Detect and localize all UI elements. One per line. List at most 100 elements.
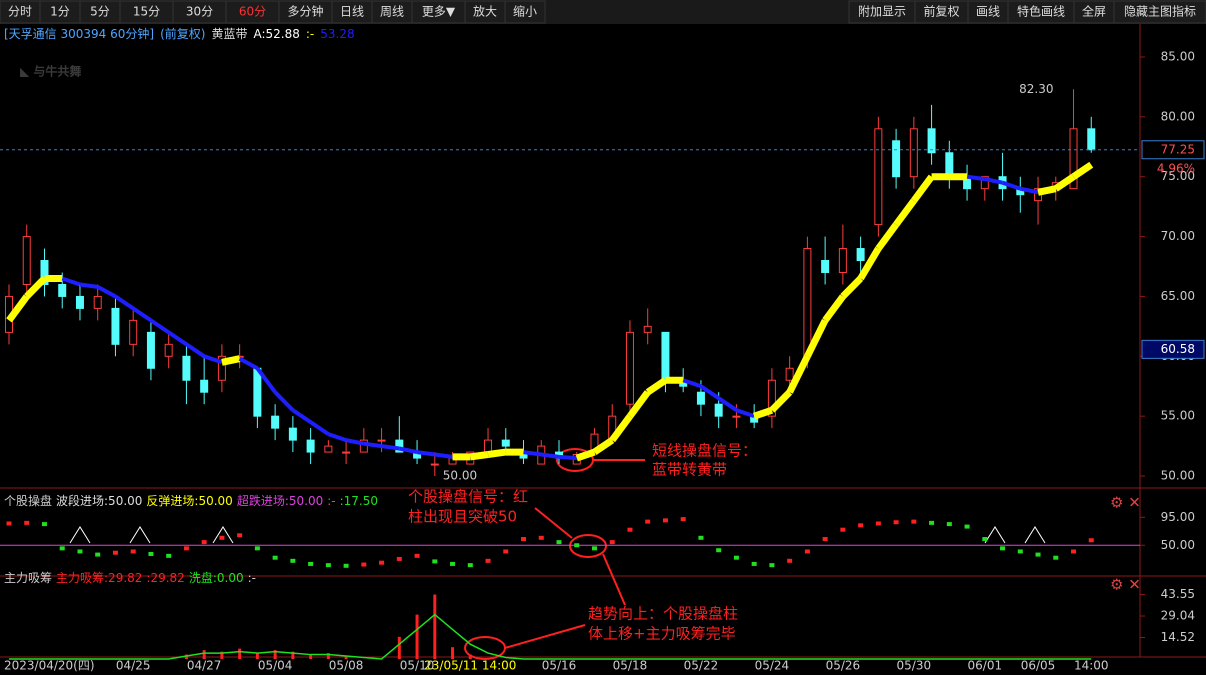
x-tick-label: 04/25 [116, 659, 151, 673]
toolbar-label[interactable]: 特色画线 [1017, 4, 1065, 19]
bar [220, 651, 224, 659]
candle-body [980, 176, 989, 190]
indicator-dot [1000, 546, 1006, 551]
toolbar-label[interactable]: 日线 [340, 5, 364, 19]
candle-body [111, 307, 120, 345]
toolbar-label[interactable]: 多分钟 [287, 4, 323, 19]
band-segment [592, 437, 615, 455]
candle-body [821, 260, 830, 273]
legend-item: 主力吸筹:29.82 [56, 571, 142, 585]
candle-body [874, 128, 883, 226]
indicator-dot [166, 553, 172, 558]
toolbar-button[interactable] [848, 0, 916, 24]
candle-body [945, 152, 954, 178]
candle-body [714, 403, 723, 417]
toolbar-label[interactable]: 分时 [8, 5, 32, 19]
candle-body [661, 331, 670, 381]
toolbar-label[interactable]: 更多▼ [422, 5, 456, 19]
candle-body [253, 367, 262, 417]
bar [273, 650, 277, 659]
band-segment [167, 330, 188, 346]
indicator-dot [591, 546, 597, 551]
toolbar-label[interactable]: 周线 [380, 5, 404, 19]
band-segment [469, 451, 489, 461]
band-segment [327, 432, 347, 443]
toolbar-label[interactable]: 前复权 [923, 4, 959, 19]
candle-body [927, 128, 936, 154]
last-price-label: 77.25 [1161, 142, 1195, 156]
min-label: 50.00 [443, 469, 477, 483]
indicator-dot [130, 549, 136, 554]
annotation: 蓝带转黄带 [652, 461, 727, 479]
toolbar-label[interactable]: 放大 [473, 4, 497, 19]
candle-body [129, 319, 138, 345]
indicator-dot [875, 521, 881, 526]
indicator-dot [450, 561, 456, 566]
toolbar-label[interactable]: 画线 [976, 5, 1000, 19]
y-tick-label: 65.00 [1161, 289, 1195, 303]
toolbar-label[interactable]: 缩小 [513, 4, 537, 19]
signal-triangle [212, 526, 234, 544]
legend-item: 波段进场:50.00 [56, 493, 142, 508]
indicator-dot [769, 563, 775, 568]
indicator-dot [414, 553, 420, 558]
candle-body [324, 445, 333, 453]
band-segment [221, 355, 241, 366]
y-tick-label: 50.00 [1161, 538, 1195, 552]
header-item: :- [306, 27, 314, 41]
band-segment [1037, 185, 1057, 196]
signal-triangle [129, 526, 151, 544]
indicator-dot [662, 518, 668, 523]
y-tick-label: 70.00 [1161, 229, 1195, 243]
indicator-dot [645, 519, 651, 524]
band-segment [735, 408, 755, 419]
toolbar-label[interactable]: 30分 [186, 5, 213, 19]
x-tick-label: 05/04 [258, 659, 293, 673]
indicator-dot [308, 561, 314, 566]
toolbar-label[interactable]: 1分 [50, 5, 70, 19]
candle-body [696, 391, 705, 405]
signal-triangle [69, 526, 91, 544]
settings-icon[interactable]: ⚙ ✕ [1110, 576, 1141, 594]
candle-body [164, 343, 173, 357]
x-tick-label: 05/26 [826, 659, 861, 673]
x-tick-label: 14:00 [1074, 659, 1109, 673]
y-tick-label: 85.00 [1161, 49, 1195, 63]
bar [433, 594, 437, 659]
band-segment [822, 294, 846, 323]
candle-body [430, 463, 439, 466]
legend-title: 个股操盘 [4, 493, 52, 508]
indicator-dot [59, 546, 65, 551]
candle-body [1087, 128, 1096, 151]
max-label: 82.30 [1019, 82, 1053, 96]
toolbar-label[interactable]: 附加显示 [858, 5, 906, 19]
toolbar-label[interactable]: 5分 [90, 5, 110, 19]
toolbar-label[interactable]: 全屏 [1082, 4, 1106, 19]
indicator-dot [787, 558, 793, 563]
annotation: 趋势向上：个股操盘柱 [588, 605, 738, 623]
indicator-dot [237, 533, 243, 538]
price-box [1141, 339, 1205, 359]
band-segment [804, 318, 829, 358]
band-segment [132, 306, 153, 323]
candle-body [767, 379, 776, 417]
toolbar-label[interactable]: 隐藏主图指标 [1124, 4, 1196, 19]
x-tick-label: 05/22 [684, 659, 719, 673]
candle-body [288, 427, 297, 441]
band-segment [398, 446, 418, 455]
band-segment [966, 174, 986, 182]
toolbar-button[interactable] [504, 0, 546, 24]
annotation: 体上移+主力吸筹完毕 [588, 625, 736, 643]
candle-body [200, 379, 209, 393]
bar [415, 614, 419, 659]
settings-icon[interactable]: ⚙ ✕ [1110, 494, 1141, 512]
band-segment [1001, 180, 1021, 191]
indicator-dot [77, 549, 83, 554]
gear-icons[interactable]: ⚙ ✕ ⚙ ✕ [1110, 494, 1141, 594]
indicator-dot [361, 562, 367, 567]
x-tick-label: 05/10 [400, 659, 435, 673]
toolbar-label[interactable]: 15分 [133, 5, 160, 19]
candle-body [625, 331, 634, 405]
toolbar-label[interactable]: 60分 [239, 5, 266, 19]
